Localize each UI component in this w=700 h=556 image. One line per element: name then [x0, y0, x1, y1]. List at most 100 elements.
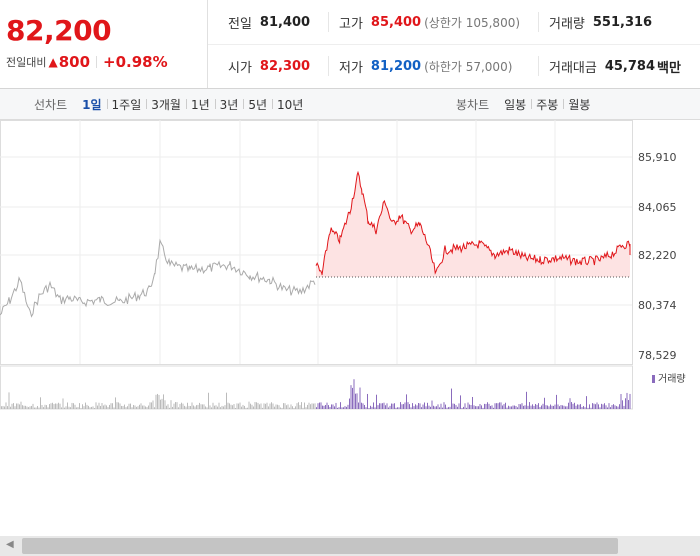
volume-bar [617, 406, 619, 409]
volume-bar [493, 407, 494, 409]
volume-bar [160, 399, 161, 409]
volume-bar [53, 404, 55, 409]
volume-bar [73, 403, 74, 409]
volume-bar [605, 405, 607, 409]
scroll-thumb[interactable] [22, 538, 618, 554]
volume-bar [590, 407, 592, 409]
volume-bar [95, 402, 97, 409]
volume-bar [175, 402, 176, 409]
volume-bar [112, 403, 113, 409]
tab-weekly-candle[interactable]: 주봉 [531, 96, 563, 113]
low-value: 81,200 [370, 58, 422, 74]
tab-5year[interactable]: 5년 [243, 96, 272, 113]
volume-bar [610, 407, 611, 409]
volume-bar [422, 404, 424, 409]
chart-scrollbar[interactable]: ◀ [0, 536, 700, 556]
volume-bar [593, 403, 595, 409]
volume-bar [242, 404, 244, 409]
volume-bar [614, 405, 616, 409]
volume-bar [364, 405, 365, 409]
volume-bar [223, 406, 224, 409]
volume-bar [313, 403, 314, 409]
volume-bar [47, 407, 49, 409]
volume-bar [587, 407, 589, 409]
tab-1week[interactable]: 1주일 [106, 96, 147, 113]
volume-bar [203, 404, 205, 409]
volume-bar [446, 407, 448, 409]
volume-bar [37, 406, 38, 409]
scroll-left-icon[interactable]: ◀ [6, 539, 14, 550]
change-value: 800 [58, 53, 91, 71]
volume-bar [413, 406, 415, 409]
volume-bar [503, 404, 505, 409]
volume-bar [545, 405, 547, 409]
tab-daily-candle[interactable]: 일봉 [504, 97, 527, 112]
volume-bar [511, 406, 512, 409]
volume-bar [554, 404, 556, 409]
volume-bar [472, 396, 473, 409]
volume-bar [568, 402, 569, 409]
volume-bar [449, 406, 451, 409]
volume-bar [623, 405, 625, 409]
volume-bar [266, 402, 268, 409]
volume-bar [505, 402, 506, 409]
intraday-chart: 85,910 84,065 82,220 80,374 78,529 거래량 ◀ [0, 120, 700, 556]
volume-bar [428, 405, 430, 409]
tab-10year[interactable]: 10년 [272, 96, 308, 113]
volume-bar [314, 403, 316, 409]
volume-bar [62, 398, 64, 409]
volume-bar [64, 407, 65, 409]
volume-bar [28, 407, 29, 409]
volume-bar [382, 403, 383, 409]
volume-bar [68, 406, 70, 409]
volume-bar [457, 406, 458, 409]
volume-bar [128, 403, 130, 409]
volume-bar [323, 405, 325, 409]
volume-bar [152, 400, 154, 409]
volume-bar [506, 407, 508, 409]
tab-1year[interactable]: 1년 [185, 96, 215, 113]
low-cell: 저가 81,200 (하한가 57,000) [328, 56, 512, 76]
volume-bar [97, 405, 98, 409]
volume-bar [148, 405, 149, 409]
volume-bar [262, 407, 263, 409]
volume-bar [61, 407, 62, 409]
volume-bar [508, 405, 509, 409]
volume-bar [293, 407, 295, 409]
volume-bar [434, 406, 436, 409]
volume-bar [581, 407, 583, 409]
volume-bar [361, 402, 362, 409]
volume-bar [218, 402, 220, 409]
volume-bar [149, 402, 151, 409]
volume-bar [515, 406, 517, 409]
grid [0, 120, 633, 365]
volume-bar [29, 406, 31, 409]
volume-bar [317, 403, 319, 409]
amount-unit: 백만 [657, 60, 681, 76]
volume-bar [557, 404, 559, 409]
tab-3month[interactable]: 3개월 [146, 96, 186, 113]
volume-bar [548, 406, 550, 409]
prev-day-line [0, 238, 316, 318]
volume-bar [388, 407, 389, 409]
volume-bar [320, 402, 322, 409]
volume-bar [440, 403, 442, 409]
volume-bar [188, 405, 190, 409]
volume-bar [274, 406, 275, 409]
tab-1day[interactable]: 1일 [82, 97, 102, 112]
volume-bar [365, 407, 367, 409]
y-tick-label: 78,529 [638, 349, 677, 362]
volume-bar [19, 404, 20, 409]
tab-monthly-candle[interactable]: 월봉 [563, 96, 595, 113]
volume-bar [559, 406, 560, 409]
volume-bar [478, 406, 479, 409]
volume-bar [311, 403, 313, 409]
volume-bar [419, 403, 421, 409]
volume-bar [115, 397, 116, 409]
volume-bar [367, 393, 368, 409]
volume-bar [259, 404, 260, 409]
volume-bar [439, 407, 440, 409]
volume-bar [154, 407, 155, 409]
volume-bar [146, 406, 148, 409]
tab-3year[interactable]: 3년 [214, 96, 244, 113]
